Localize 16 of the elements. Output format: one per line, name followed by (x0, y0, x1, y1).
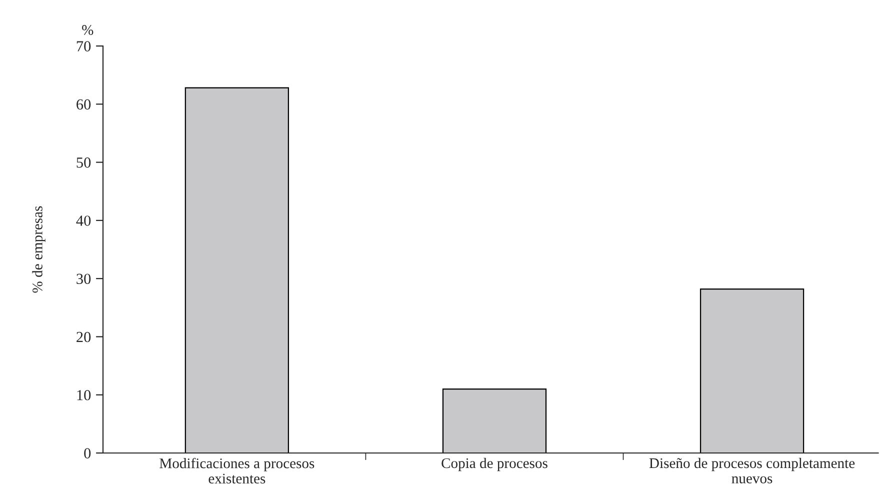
x-tick-label: Modificaciones a procesos existentes (160, 458, 314, 484)
y-tick-label: 50 (76, 157, 91, 168)
y-tick-label: 10 (77, 390, 91, 400)
x-tick-label: Copia de procesos (442, 458, 548, 472)
y-tick-label: 40 (76, 216, 91, 226)
y-tick-label: 30 (76, 274, 91, 284)
y-tick-label: 70 (76, 41, 91, 52)
y-tick-label: 0 (84, 448, 91, 458)
bar (700, 288, 804, 453)
x-tick-label: Diseño de procesos completamente nuevos (649, 458, 855, 484)
bar (442, 388, 547, 453)
y-tick-label: 20 (76, 332, 91, 342)
text: % (82, 25, 94, 35)
bar (184, 87, 289, 453)
y-axis-title: % de empresas (32, 206, 46, 293)
y-tick-label: 60 (76, 99, 91, 110)
